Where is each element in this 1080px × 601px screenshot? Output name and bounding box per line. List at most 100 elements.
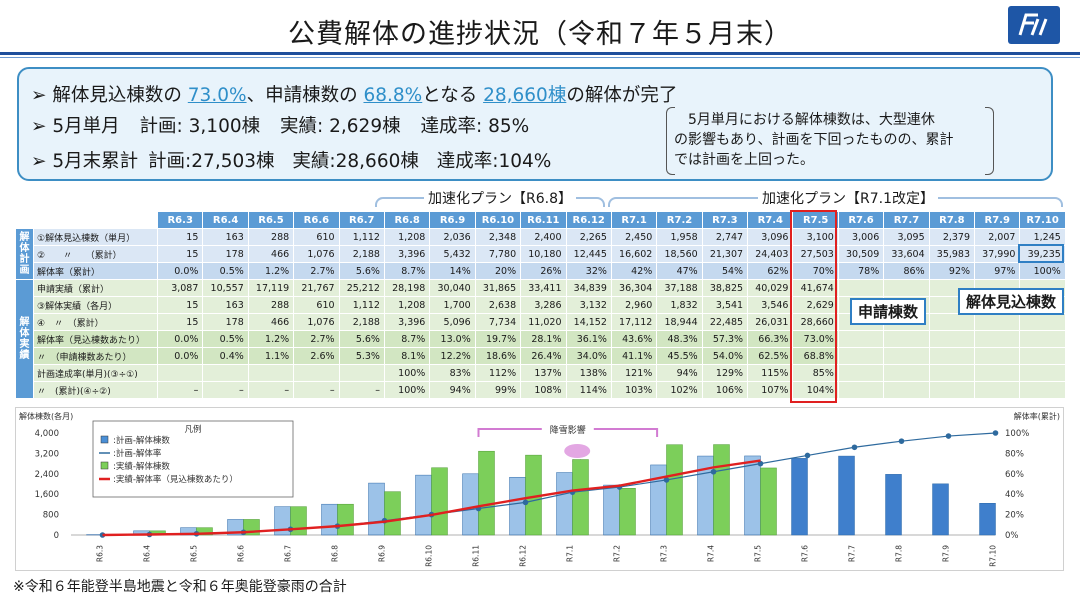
table-cell: 26,031 — [747, 313, 794, 331]
table-cell — [883, 330, 930, 348]
table-cell: 1,700 — [429, 296, 476, 314]
bar-actual — [384, 491, 401, 536]
table-cell — [883, 381, 930, 399]
table-cell: 108% — [520, 381, 567, 399]
line-plan-rate-point — [804, 452, 811, 459]
table-cell: 36,304 — [610, 279, 658, 297]
table-cell — [974, 381, 1021, 399]
legend-swatch — [100, 461, 109, 470]
table-cell — [974, 313, 1021, 331]
table-cell: 466 — [247, 245, 295, 263]
table-cell: 104% — [792, 381, 839, 399]
table-cell — [837, 381, 885, 399]
table-cell: 178 — [202, 313, 249, 331]
table-row: ③解体実績（各月） 15 163 288 610 1,112 1,208 1,700 2,638… — [16, 296, 1066, 314]
table-cell: 28,198 — [383, 279, 431, 297]
month-header: R7.7 — [883, 211, 930, 229]
x-tick-label: R6.5 — [190, 545, 199, 562]
y2-tick-label: 20% — [1005, 511, 1024, 521]
table-row: 解体率（累計） 0.0% 0.5% 1.2% 2.7% 5.6% 8.7% 14% 20% 26%… — [16, 262, 1066, 280]
table-cell: 15 — [156, 296, 204, 314]
bar-plan — [932, 483, 949, 536]
table-cell: 54% — [701, 262, 749, 280]
table-cell: 14% — [429, 262, 476, 280]
table-cell: 1,076 — [293, 313, 340, 331]
table-cell: 5.3% — [338, 347, 385, 365]
legend-box — [92, 420, 294, 498]
table-cell: 2,007 — [974, 228, 1021, 246]
table-cell: 94% — [656, 364, 703, 382]
table-cell — [156, 364, 204, 382]
table-cell — [928, 364, 976, 382]
row-label: 解体率（見込棟数あたり） — [33, 330, 158, 348]
table-cell: 7,734 — [474, 313, 522, 331]
table-cell: 16,602 — [610, 245, 658, 263]
table-cell: 18.6% — [474, 347, 522, 365]
table-cell: 5.6% — [338, 330, 385, 348]
row-label: ② 〃 （累計） — [33, 245, 158, 263]
table-cell — [974, 347, 1021, 365]
line-plan-rate-point — [992, 430, 999, 436]
row-label: ①解体見込棟数（単月） — [33, 228, 158, 246]
table-cell: 62% — [747, 262, 794, 280]
table-cell: 35,983 — [928, 245, 976, 263]
row-label: 解体率（累計） — [33, 262, 158, 280]
row-label: 申請実績（累計） — [33, 279, 158, 297]
table-cell: 103% — [610, 381, 658, 399]
table-cell: 2,379 — [928, 228, 976, 246]
x-tick-label: R6.11 — [472, 545, 481, 567]
table-cell — [883, 347, 930, 365]
table-cell: 178 — [202, 245, 249, 263]
table-cell: 100% — [383, 381, 431, 399]
legend-label: :計画-解体率 — [113, 448, 162, 459]
line-plan-rate-point — [522, 499, 529, 506]
table-cell: 48.3% — [656, 330, 703, 348]
y-tick-label: 0 — [54, 531, 59, 541]
bar-plan — [603, 484, 620, 536]
table-cell: 2,638 — [474, 296, 522, 314]
table-header-row: R6.3 R6.4 R6.5 R6.6 R6.7 R6.8 R6.9 R6.10 R6.11 R6… — [15, 211, 1066, 229]
table-cell: 114% — [565, 381, 612, 399]
row-label: 〃 (累計)(④÷②) — [33, 381, 158, 399]
expected-total-highlight — [1018, 244, 1064, 263]
application-rate: 68.8% — [363, 85, 423, 106]
table-cell: 22,485 — [701, 313, 749, 331]
table-cell — [1019, 313, 1066, 331]
x-tick-label: R7.6 — [801, 545, 810, 562]
table-cell: 5,432 — [429, 245, 476, 263]
x-tick-label: R6.6 — [237, 545, 246, 562]
legend-swatch — [100, 435, 109, 444]
logo-icon — [1008, 6, 1060, 44]
x-tick-label: R7.10 — [989, 545, 998, 567]
table-cell: 1,076 — [293, 245, 340, 263]
table-cell: 3,286 — [520, 296, 567, 314]
table-row: ② 〃 （累計） 15 178 466 1,076 2,188 3,396 5,432 7,78… — [16, 245, 1066, 263]
bar-actual — [337, 503, 354, 536]
header-rule-thin — [0, 57, 1080, 58]
table-cell: 97% — [974, 262, 1021, 280]
table-cell: 12.2% — [429, 347, 476, 365]
table-cell: 11,020 — [520, 313, 567, 331]
table-cell — [928, 330, 976, 348]
row-label: ④ 〃 （累計） — [33, 313, 158, 331]
x-tick-label: R7.8 — [895, 545, 904, 562]
cumulative-actual: 実績:28,660棟 — [292, 151, 419, 172]
table-cell: 3,546 — [747, 296, 794, 314]
table-cell: 37,990 — [974, 245, 1021, 263]
table-cell: 106% — [701, 381, 749, 399]
annotation-label: 降雪影響 — [550, 424, 586, 436]
table-cell: 13.0% — [429, 330, 476, 348]
snow-cloud-icon — [564, 444, 591, 458]
current-month-highlight — [790, 210, 837, 403]
month-header: R6.9 — [429, 211, 476, 229]
note-line: 5月単月における解体棟数は、大型連休 — [688, 112, 935, 128]
table-cell: 2,036 — [429, 228, 476, 246]
x-tick-label: R7.1 — [566, 545, 575, 562]
table-cell — [883, 279, 930, 297]
table-cell: 2,400 — [520, 228, 567, 246]
line-plan-rate-point — [851, 444, 858, 451]
table-cell: 31,865 — [474, 279, 522, 297]
bar-plan — [838, 455, 855, 536]
table-cell: 7,780 — [474, 245, 522, 263]
x-tick-label: R7.4 — [707, 545, 716, 562]
